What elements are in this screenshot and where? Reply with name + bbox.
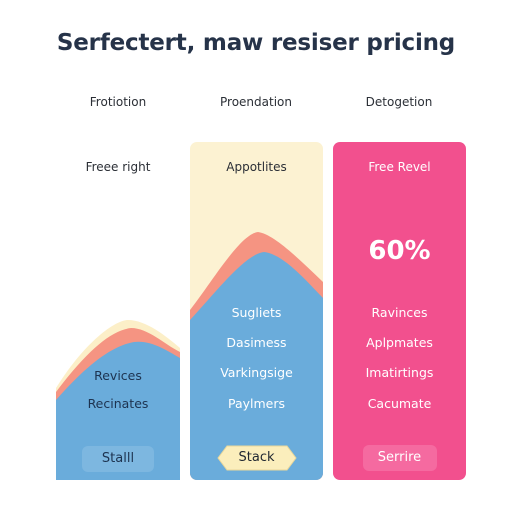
plan-card-standard: Appotlites Sugliets Dasimess Varkingsige…	[190, 142, 323, 480]
plan-highlight-value: 60%	[368, 236, 431, 266]
select-plan-button-premium[interactable]: Serrire	[362, 445, 437, 471]
feature-item: Revices	[94, 368, 142, 383]
feature-item: Recinates	[87, 396, 149, 411]
plan-card-basic: Revices Recinates Stalll	[56, 300, 180, 480]
feature-item: Paylmers	[227, 396, 286, 411]
feature-item: Ravinces	[371, 305, 428, 320]
feature-item: Varkingsige	[220, 365, 293, 380]
feature-item: Dasimess	[226, 335, 287, 350]
select-plan-button-standard[interactable]: Stack	[216, 445, 297, 471]
plan-heading-standard: Proendation	[220, 95, 292, 109]
plan-heading-basic: Frotiotion	[89, 95, 147, 109]
feature-item: Imatirtings	[365, 365, 434, 380]
plan-tagline-premium: Free Revel	[368, 160, 431, 174]
plan-card-premium: Free Revel 60% Ravinces Aplpmates Imatir…	[333, 142, 466, 480]
feature-item: Cacumate	[367, 396, 432, 411]
card-wave-illustration	[56, 320, 180, 480]
select-plan-button-label: Stack	[238, 450, 275, 465]
feature-item: Sugliets	[231, 305, 282, 320]
feature-item: Aplpmates	[366, 335, 433, 350]
plan-tagline-basic: Freee right	[85, 160, 151, 174]
page-title: Serfectert, maw resiser pricing	[56, 30, 456, 56]
button-shape	[216, 445, 297, 471]
card-wave-illustration	[190, 232, 323, 480]
plan-heading-premium: Detogetion	[365, 95, 433, 109]
select-plan-button-basic[interactable]: Stalll	[82, 446, 154, 472]
plan-tagline-standard: Appotlites	[226, 160, 287, 174]
